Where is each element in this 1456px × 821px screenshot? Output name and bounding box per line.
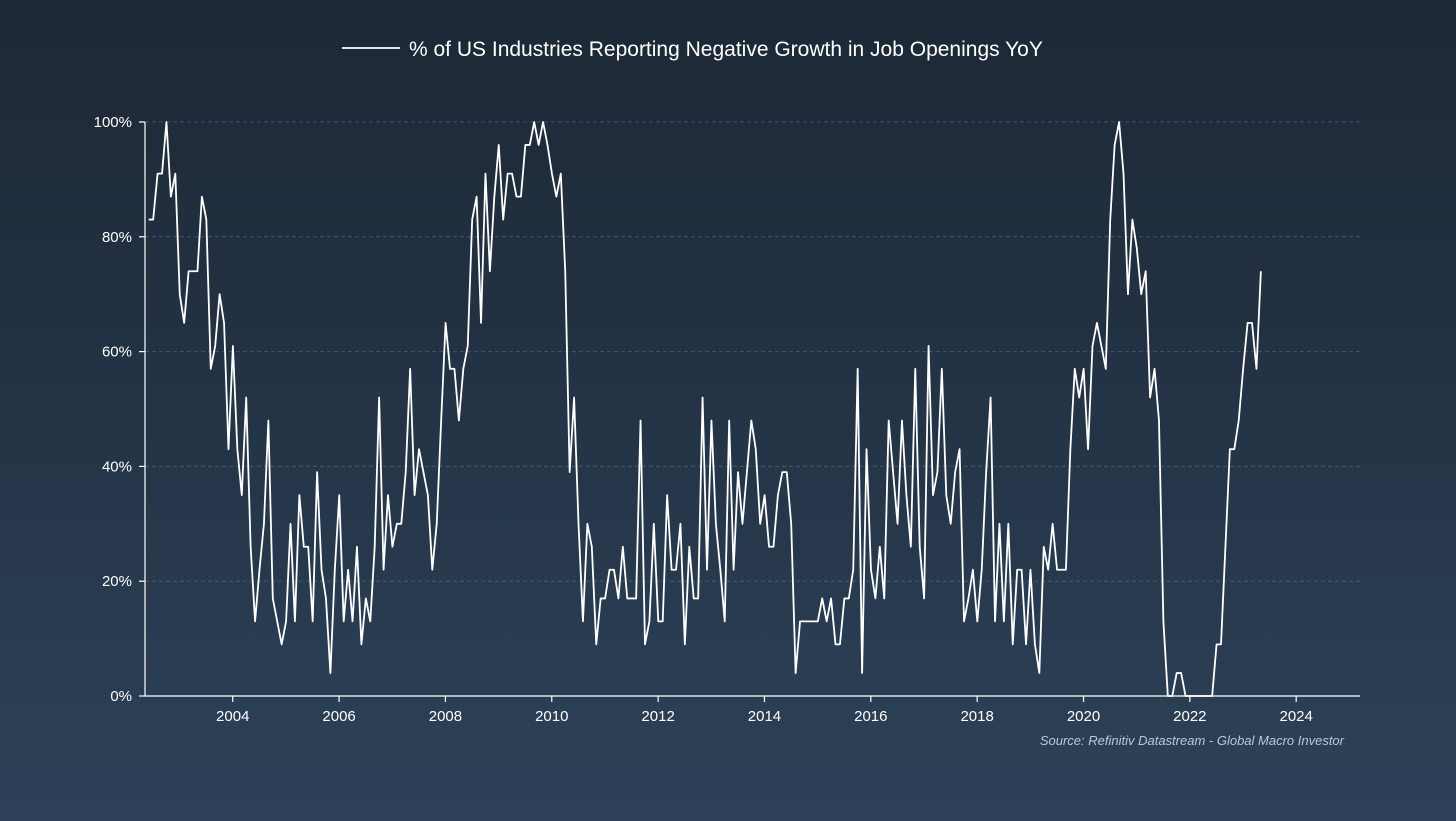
y-tick-label: 60%: [102, 344, 132, 361]
y-tick-label: 100%: [94, 114, 132, 131]
x-tick-label: 2012: [641, 708, 674, 725]
source-note: Source: Refinitiv Datastream - Global Ma…: [1040, 733, 1345, 748]
x-tick-label: 2022: [1173, 708, 1206, 725]
axes: 0% 20% 40% 60% 80% 100% 2004 2006 2008 2010 2012 20…: [94, 114, 1360, 725]
series-layer: [148, 121, 1262, 697]
y-tick-label: 0%: [110, 688, 132, 705]
y-tick-label: 20%: [102, 573, 132, 590]
x-tick-label: 2020: [1067, 708, 1100, 725]
gridlines: [145, 121, 1360, 582]
x-tick-label: 2014: [748, 708, 781, 725]
x-tick-label: 2016: [854, 708, 887, 725]
x-tick-label: 2004: [216, 708, 249, 725]
y-tick-label: 80%: [102, 229, 132, 246]
x-tick-label: 2018: [960, 708, 993, 725]
x-tick-label: 2008: [429, 708, 462, 725]
x-tick-label: 2006: [322, 708, 355, 725]
x-tick-label: 2024: [1280, 708, 1313, 725]
legend-label: % of US Industries Reporting Negative Gr…: [409, 38, 1043, 61]
y-tick-label: 40%: [102, 458, 132, 475]
series-line: [148, 121, 1262, 697]
x-tick-label: 2010: [535, 708, 568, 725]
legend: % of US Industries Reporting Negative Gr…: [342, 38, 1043, 61]
